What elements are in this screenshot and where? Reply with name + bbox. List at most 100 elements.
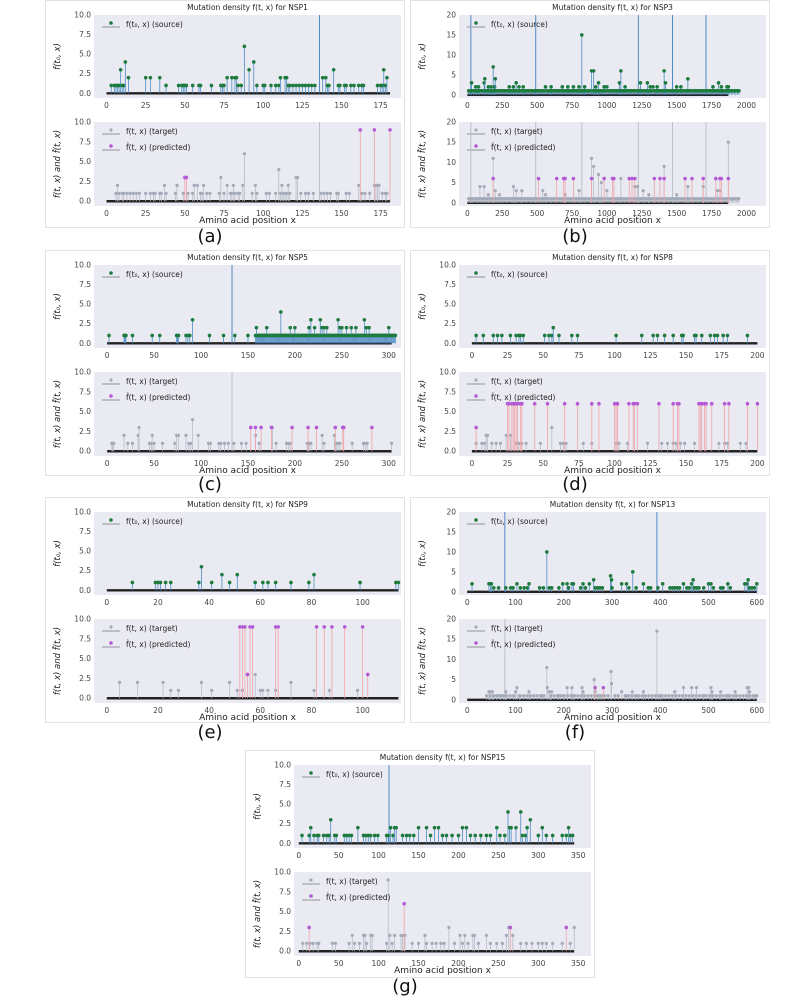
y-tick-label: 2.5	[79, 177, 91, 186]
x-tick-label: 100	[194, 351, 209, 360]
y-axis-label: f(t, x) and f̂(t, x)	[51, 627, 63, 695]
predicted-marker	[240, 625, 245, 629]
x-tick-label: 0	[296, 851, 301, 860]
predicted-marker	[508, 925, 513, 930]
target-marker	[616, 694, 620, 698]
target-marker	[691, 694, 695, 698]
source-marker	[476, 85, 481, 89]
y-tick-label: 0	[451, 198, 456, 207]
target-marker	[253, 183, 257, 187]
target-marker	[416, 941, 421, 945]
x-tick-label: 250	[335, 459, 350, 468]
source-marker	[334, 833, 339, 838]
y-tick-label: 2.5	[79, 566, 91, 575]
source-marker	[197, 580, 201, 585]
source-marker	[651, 85, 655, 89]
source-marker	[227, 580, 232, 585]
source-marker	[557, 586, 561, 590]
x-tick-label: 50	[334, 959, 344, 968]
legend-source-marker	[474, 518, 478, 522]
source-marker	[726, 85, 731, 89]
target-marker	[550, 690, 554, 694]
source-marker	[261, 580, 265, 585]
y-tick-label: 0.0	[79, 586, 91, 595]
predicted-marker	[713, 176, 718, 181]
x-tick-label: 80	[307, 598, 317, 607]
panel-label: (a)	[197, 226, 223, 247]
target-marker	[517, 441, 521, 445]
predicted-marker	[564, 925, 569, 930]
x-tick-label: 400	[653, 598, 668, 607]
target-marker	[219, 175, 223, 180]
x-tick-label: 1750	[702, 101, 721, 110]
source-marker	[469, 81, 474, 85]
source-marker	[492, 85, 497, 89]
panel-label: (b)	[562, 226, 588, 247]
target-marker	[491, 156, 495, 160]
legend-source-marker	[474, 271, 478, 275]
source-marker	[190, 83, 195, 88]
x-tick-label: 175	[373, 209, 388, 218]
target-marker	[636, 694, 641, 698]
source-marker	[488, 833, 493, 838]
target-marker	[258, 688, 262, 692]
source-marker	[596, 81, 601, 85]
target-marker	[508, 433, 513, 437]
source-marker	[580, 33, 584, 37]
y-tick-label: 10	[446, 158, 456, 167]
source-marker	[470, 582, 474, 586]
y-tick-label: 0.0	[79, 694, 91, 703]
target-marker	[538, 694, 543, 698]
y-tick-label: 0.0	[444, 447, 456, 456]
legend-source-label: f(t₀, x) (source)	[326, 770, 383, 779]
predicted-marker	[269, 425, 274, 430]
target-marker	[423, 933, 427, 937]
target-marker	[222, 191, 226, 195]
source-marker	[388, 825, 393, 830]
predicted-marker	[307, 925, 311, 930]
x-tick-label: 40	[204, 706, 214, 715]
predicted-marker	[562, 401, 567, 406]
target-marker	[360, 191, 364, 195]
source-marker	[602, 85, 606, 89]
source-marker	[396, 580, 401, 585]
x-axis-label: Amino acid position x	[564, 466, 662, 476]
y-tick-label: 5.0	[444, 407, 456, 416]
source-marker	[752, 586, 757, 590]
target-marker	[495, 694, 499, 698]
target-marker	[301, 941, 305, 945]
source-marker	[158, 580, 163, 585]
target-marker	[636, 185, 640, 189]
source-marker	[571, 85, 576, 89]
target-marker	[231, 183, 236, 187]
target-marker	[327, 688, 331, 692]
target-marker	[599, 180, 603, 185]
target-marker	[137, 191, 142, 195]
target-marker	[647, 694, 651, 698]
source-marker	[381, 68, 386, 72]
source-marker	[728, 586, 733, 590]
target-marker	[338, 441, 342, 445]
source-marker	[225, 75, 229, 80]
target-marker	[173, 191, 178, 195]
target-marker	[620, 690, 624, 694]
source-marker	[482, 81, 486, 85]
top-axes: 0.0 2.5 5.0 7.5 10.0 0 50 100 150 200 250 300 f(t₀, …	[53, 261, 401, 360]
source-marker	[473, 85, 478, 89]
source-marker	[483, 77, 487, 81]
x-tick-label: 150	[411, 959, 426, 968]
source-marker	[176, 333, 181, 338]
source-marker	[582, 85, 587, 89]
predicted-marker	[690, 176, 694, 181]
target-marker	[513, 690, 518, 694]
source-marker	[340, 325, 344, 330]
legend-source-label: f(t₀, x) (source)	[126, 270, 183, 279]
target-marker	[385, 191, 389, 195]
source-marker	[551, 325, 556, 330]
source-marker	[262, 83, 267, 88]
predicted-marker	[755, 401, 760, 406]
panel-label: (e)	[197, 722, 223, 743]
predicted-marker	[727, 401, 731, 406]
source-marker	[593, 85, 598, 89]
target-marker	[195, 183, 199, 187]
